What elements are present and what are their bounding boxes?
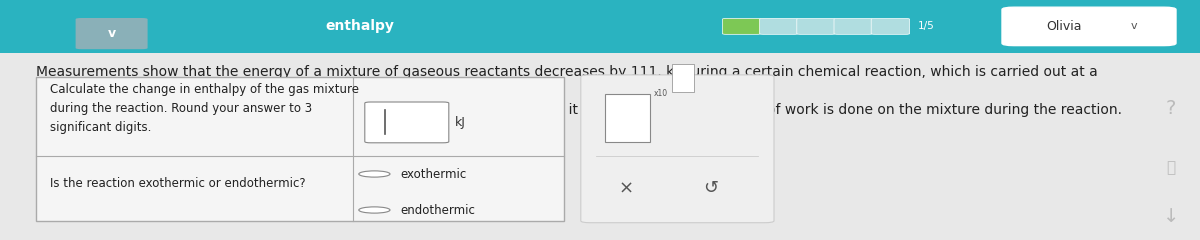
Circle shape: [359, 207, 390, 213]
Text: Measurements show that the energy of a mixture of gaseous reactants decreases by: Measurements show that the energy of a m…: [36, 65, 1098, 79]
FancyBboxPatch shape: [605, 94, 650, 142]
FancyBboxPatch shape: [581, 75, 774, 223]
FancyBboxPatch shape: [0, 0, 1200, 53]
Text: Is the reaction exothermic or endothermic?: Is the reaction exothermic or endothermi…: [50, 177, 306, 190]
Text: x10: x10: [654, 89, 668, 98]
FancyBboxPatch shape: [871, 18, 910, 34]
FancyBboxPatch shape: [672, 64, 694, 92]
Text: ⧨: ⧨: [1166, 161, 1176, 175]
Text: kJ: kJ: [455, 116, 466, 129]
FancyBboxPatch shape: [722, 18, 761, 34]
Text: exothermic: exothermic: [401, 168, 467, 180]
FancyBboxPatch shape: [365, 102, 449, 143]
Text: Olivia: Olivia: [1046, 20, 1082, 33]
Text: 1/5: 1/5: [918, 21, 935, 31]
Text: ↺: ↺: [703, 179, 718, 197]
Text: Calculate the change in enthalpy of the gas mixture
during the reaction. Round y: Calculate the change in enthalpy of the …: [50, 83, 360, 134]
Text: ×: ×: [619, 179, 634, 197]
Text: ↓: ↓: [1163, 206, 1180, 226]
FancyBboxPatch shape: [760, 18, 798, 34]
Circle shape: [359, 171, 390, 177]
Text: enthalpy: enthalpy: [325, 19, 395, 33]
Text: ?: ?: [1166, 98, 1176, 118]
FancyBboxPatch shape: [1002, 7, 1176, 46]
FancyBboxPatch shape: [36, 77, 564, 221]
FancyBboxPatch shape: [834, 18, 872, 34]
Text: v: v: [108, 27, 115, 40]
FancyBboxPatch shape: [797, 18, 835, 34]
Text: constant pressure. Furthermore, by carefully monitoring the volume change it is : constant pressure. Furthermore, by caref…: [36, 103, 1122, 117]
Text: endothermic: endothermic: [401, 204, 475, 216]
Text: v: v: [1130, 21, 1138, 31]
FancyBboxPatch shape: [76, 18, 148, 49]
